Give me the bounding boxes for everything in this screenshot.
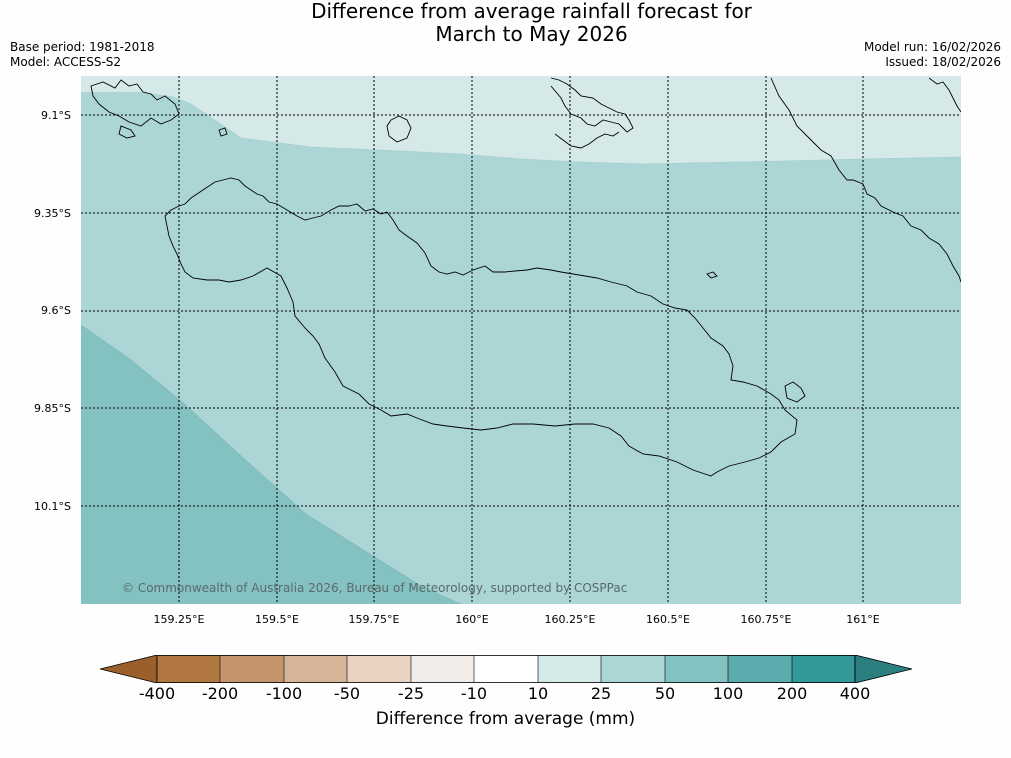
colorbar-tick: 400: [839, 684, 871, 703]
lat-label-9-6: 9.6°S: [41, 304, 71, 317]
model-name: Model: ACCESS-S2: [10, 55, 122, 69]
colorbar-segment: [665, 655, 728, 683]
colorbar-segment: [601, 655, 665, 683]
islet-east: [706, 271, 718, 279]
colorbar-segment: [538, 655, 601, 683]
rainfall-map[interactable]: [81, 76, 961, 604]
russell-island-small: [118, 125, 136, 139]
guadalcanal-coast: [164, 177, 798, 477]
colorbar-tick: 200: [776, 684, 808, 703]
colorbar-tick: 50: [654, 684, 676, 703]
colorbar-segment: [347, 655, 411, 683]
issued-date: Issued: 18/02/2026: [885, 55, 1001, 69]
title-line-2: March to May 2026: [435, 22, 628, 46]
colorbar: [100, 655, 912, 683]
malaita-north: [928, 77, 961, 113]
colorbar-tick: -100: [265, 684, 303, 703]
lat-label-9-35: 9.35°S: [34, 207, 71, 220]
colorbar-segment: [411, 655, 474, 683]
lon-label-160-5: 160.5°E: [646, 613, 690, 626]
colorbar-tick: -25: [397, 684, 425, 703]
meta-right: Model run: 16/02/2026 Issued: 18/02/2026: [864, 40, 1001, 70]
coastlines: [90, 77, 961, 477]
region-50-100: [81, 325, 461, 604]
colorbar-tick: -50: [333, 684, 361, 703]
copyright-credit: © Commonwealth of Australia 2026, Bureau…: [122, 581, 628, 595]
meta-left: Base period: 1981-2018 Model: ACCESS-S2: [10, 40, 155, 70]
region-10-25: [81, 76, 961, 164]
chart-title: Difference from average rainfall forecas…: [0, 0, 1011, 46]
lon-label-161: 161°E: [846, 613, 880, 626]
lon-label-159-75: 159.75°E: [348, 613, 400, 626]
savo-island: [386, 115, 412, 143]
islet-west: [218, 127, 228, 137]
colorbar-title: Difference from average (mm): [375, 709, 636, 729]
colorbar-segment: [157, 655, 220, 683]
colorbar-segment: [220, 655, 284, 683]
colorbar-outline: [156, 655, 856, 683]
nggela-islands: [550, 77, 634, 133]
lon-label-160-25: 160.25°E: [544, 613, 596, 626]
colorbar-segment: [792, 655, 855, 683]
colorbar-lower-arrow: [100, 655, 158, 683]
lon-label-160: 160°E: [455, 613, 489, 626]
lat-label-10-1: 10.1°S: [34, 500, 71, 513]
lat-label-9-1: 9.1°S: [41, 109, 71, 122]
contour-50: [81, 324, 462, 604]
colorbar-tick: 25: [590, 684, 612, 703]
lon-label-159-25: 159.25°E: [153, 613, 205, 626]
map-svg: [81, 76, 961, 604]
title-line-1: Difference from average rainfall forecas…: [311, 0, 752, 23]
lon-label-160-75: 160.75°E: [740, 613, 792, 626]
nggela-south: [554, 131, 620, 149]
colorbar-segment: [284, 655, 347, 683]
colorbar-tick: -400: [138, 684, 176, 703]
colorbar-dividers: [219, 655, 793, 683]
colorbar-tick: 10: [527, 684, 549, 703]
marau-islets: [784, 381, 806, 403]
base-period: Base period: 1981-2018: [10, 40, 155, 54]
lon-label-159-5: 159.5°E: [255, 613, 299, 626]
colorbar-tick: 100: [712, 684, 744, 703]
graticule: [81, 76, 961, 604]
colorbar-segment: [728, 655, 792, 683]
colorbar-upper-arrow: [854, 655, 912, 683]
lat-label-9-85: 9.85°S: [34, 402, 71, 415]
colorbar-segment: [474, 655, 538, 683]
model-run: Model run: 16/02/2026: [863, 40, 1001, 54]
russell-islands: [90, 79, 180, 127]
contour-25: [170, 95, 961, 165]
malaita-coast: [770, 77, 961, 283]
colorbar-tick: -200: [201, 684, 239, 703]
colorbar-tick: -10: [460, 684, 488, 703]
